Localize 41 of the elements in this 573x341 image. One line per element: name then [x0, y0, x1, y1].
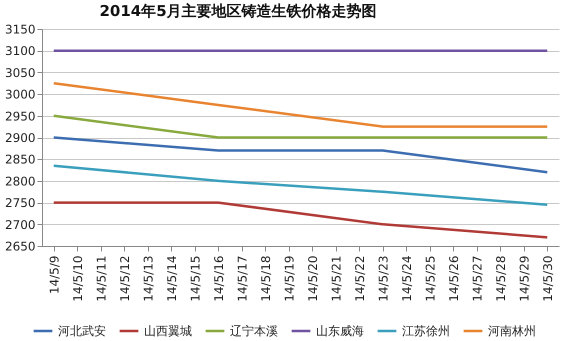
x-tick-label: 14/5/18: [258, 256, 273, 302]
legend-label: 山东威海: [316, 324, 364, 338]
x-tick-label: 14/5/22: [352, 256, 367, 302]
legend-label: 河南林州: [488, 324, 536, 338]
x-tick-label: 14/5/20: [306, 256, 320, 302]
legend-label: 山西翼城: [144, 324, 192, 338]
x-tick-label: 14/5/28: [494, 256, 508, 302]
y-tick-label: 2650: [4, 240, 36, 254]
legend-label: 辽宁本溪: [230, 324, 278, 338]
y-tick-label: 2850: [4, 152, 36, 167]
y-tick-label: 2700: [4, 218, 36, 232]
y-tick-label: 2800: [4, 174, 36, 188]
y-tick-label: 3100: [4, 44, 36, 58]
x-tick-label: 14/5/10: [70, 256, 85, 302]
y-tick-label: 2750: [4, 196, 36, 210]
x-tick-label: 14/5/17: [235, 256, 250, 302]
y-tick-label: 2900: [4, 131, 36, 145]
x-tick-label: 14/5/13: [141, 256, 156, 302]
legend-label: 江苏徐州: [402, 324, 450, 338]
y-tick-label: 2950: [4, 109, 36, 124]
line-series: [52, 164, 548, 206]
x-tick-label: 14/5/19: [282, 256, 296, 302]
x-tick-label: 14/5/12: [118, 256, 132, 302]
x-tick-label: 14/5/21: [329, 256, 344, 302]
x-tick-label: 14/5/9: [47, 256, 62, 294]
x-tick-label: 14/5/29: [517, 256, 532, 302]
x-tick-label: 14/5/26: [446, 256, 461, 302]
chart-title: 2014年5月主要地区铸造生铁价格走势图: [99, 2, 377, 20]
y-tick-label: 3150: [4, 22, 36, 36]
x-tick-label: 14/5/15: [188, 256, 202, 302]
x-tick-label: 14/5/30: [540, 256, 555, 302]
x-tick-label: 14/5/11: [94, 256, 108, 302]
y-tick-label: 3000: [4, 88, 36, 102]
x-tick-label: 14/5/27: [470, 256, 484, 302]
x-tick-label: 14/5/24: [400, 256, 414, 302]
y-tick-label: 3050: [4, 66, 36, 80]
x-tick-label: 14/5/23: [376, 256, 390, 302]
x-tick-label: 14/5/14: [164, 256, 179, 302]
legend-label: 河北武安: [58, 324, 106, 338]
x-tick-label: 14/5/16: [212, 256, 226, 302]
x-tick-label: 14/5/25: [423, 256, 438, 302]
